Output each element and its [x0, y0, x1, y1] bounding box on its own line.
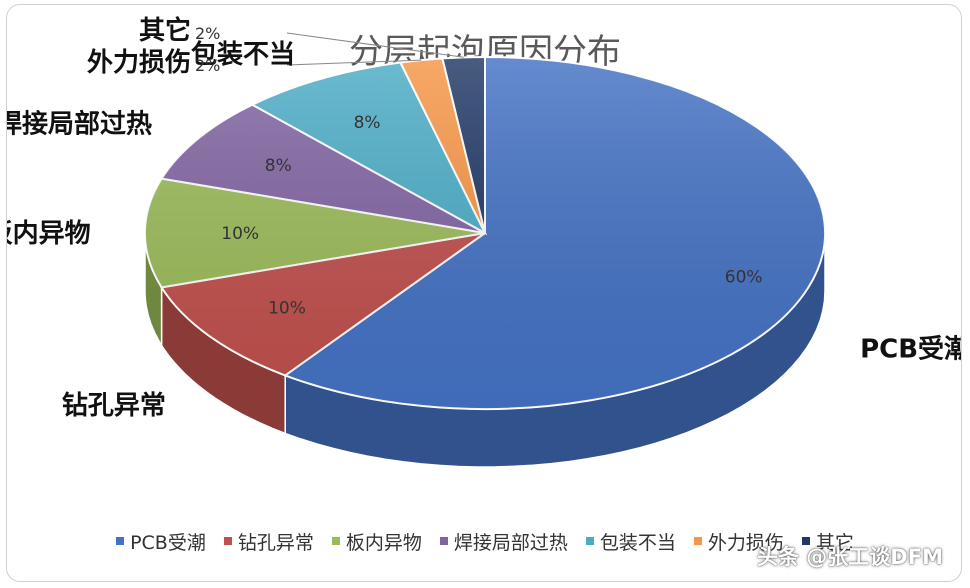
legend-label: 其它 — [815, 531, 854, 554]
pie-chart: 分层起泡原因分布 60%PCB受潮10%钻孔异常10%板内异物8%焊接局部过热8… — [7, 15, 962, 468]
slice-6-category-label: 外力损伤 — [87, 48, 191, 78]
legend-swatch — [116, 537, 125, 545]
chart-frame: 分层起泡原因分布 60%PCB受潮10%钻孔异常10%板内异物8%焊接局部过热8… — [6, 4, 962, 582]
legend-label: 钻孔异常 — [237, 531, 314, 554]
slice-5-category-label: 包装不当 — [191, 39, 295, 70]
slice-6-value-label: 2% — [195, 56, 220, 75]
legend-item-7: 其它 — [801, 528, 854, 555]
slice-4-category-label: 焊接局部过热 — [7, 110, 152, 140]
slice-6-leader-line — [286, 59, 422, 66]
slice-7-value-label: 2% — [195, 24, 220, 43]
slice-2-value-label: 10% — [268, 299, 306, 319]
legend-swatch — [331, 537, 340, 545]
legend-swatch — [439, 537, 448, 545]
slice-1-category-label: PCB受潮 — [860, 333, 962, 364]
slice-3-value-label: 10% — [221, 224, 259, 244]
legend-item-5: 包装不当 — [585, 528, 676, 555]
legend-label: PCB受潮 — [130, 531, 206, 554]
slice-3-category-label: 板内异物 — [7, 219, 91, 249]
legend-swatch — [223, 537, 232, 545]
slice-7-leader-line — [286, 32, 464, 58]
legend-label: 外力损伤 — [707, 531, 784, 554]
legend-swatch — [801, 537, 810, 545]
legend-item-1: PCB受潮 — [116, 528, 206, 555]
slice-4-value-label: 8% — [265, 156, 292, 176]
legend: PCB受潮 钻孔异常 板内异物 焊接局部过热 包装不当 外力损伤 其它 — [7, 523, 961, 559]
legend-item-2: 钻孔异常 — [223, 528, 314, 555]
legend-label: 焊接局部过热 — [453, 531, 568, 554]
legend-label: 包装不当 — [599, 531, 676, 554]
slice-7-category-label: 其它 — [139, 15, 191, 46]
slice-1-value-label: 60% — [725, 268, 763, 288]
slice-2-category-label: 钻孔异常 — [62, 391, 166, 421]
legend-label: 板内异物 — [345, 531, 422, 554]
legend-swatch — [585, 537, 594, 545]
legend-item-6: 外力损伤 — [693, 528, 784, 555]
slice-5-value-label: 8% — [354, 113, 381, 133]
legend-item-3: 板内异物 — [331, 528, 422, 555]
legend-item-4: 焊接局部过热 — [439, 528, 568, 555]
legend-swatch — [693, 537, 702, 545]
watermark: 头条 @张工谈DFM — [757, 541, 943, 571]
watermark-text: 头条 @张工谈DFM — [757, 545, 943, 569]
